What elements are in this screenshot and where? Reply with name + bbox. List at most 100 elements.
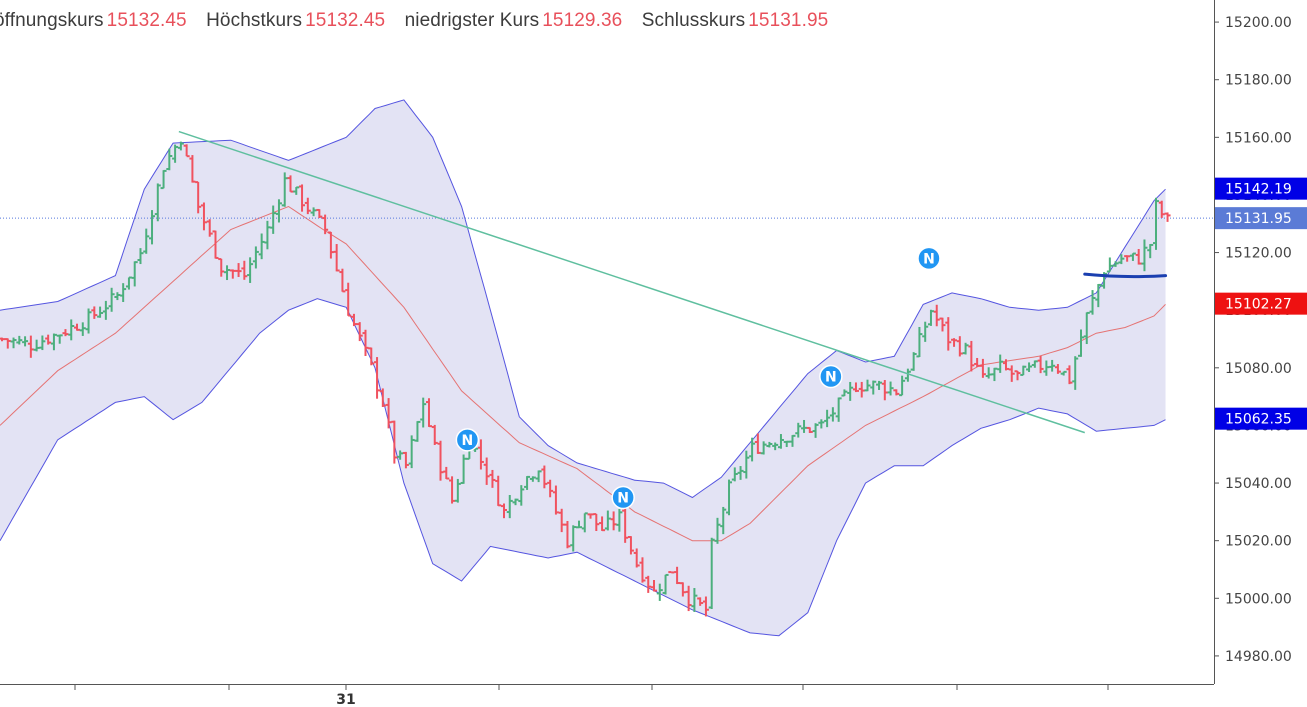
ohlc-bar xyxy=(968,340,975,372)
ohlc-bar xyxy=(310,207,317,217)
ohlc-bar xyxy=(27,335,34,358)
ohlc-bar xyxy=(39,335,46,351)
ohlc-bar xyxy=(720,506,727,535)
price-tag-lower: 15062.35 xyxy=(1215,407,1307,430)
ohlc-bar xyxy=(327,231,334,259)
ohlc-bar xyxy=(951,338,958,347)
ohlc-bar xyxy=(512,498,519,506)
price-tag-upper: 15142.19 xyxy=(1215,177,1307,200)
news-marker[interactable]: N xyxy=(455,428,480,452)
ohlc-bar xyxy=(200,202,207,231)
ohlc-bar xyxy=(524,475,531,490)
ohlc-bar xyxy=(1060,370,1067,376)
ohlc-bar xyxy=(835,397,842,422)
ohlc-bar xyxy=(847,381,854,401)
ohlc-bar xyxy=(339,268,346,293)
ohlc-bar xyxy=(477,439,484,470)
ohlc-bar xyxy=(252,246,259,269)
ohlc-bar xyxy=(633,548,640,568)
ohlc-bar xyxy=(824,409,831,428)
ohlc-bar xyxy=(4,338,11,349)
ohlc-bar xyxy=(172,144,179,163)
ohlc-bar xyxy=(858,381,865,398)
ohlc-bar xyxy=(974,357,981,367)
ohlc-bar xyxy=(397,450,404,460)
ohlc-bar xyxy=(402,451,409,469)
price-bars-layer xyxy=(0,141,1171,617)
y-tick-label: 15180.00 xyxy=(1225,73,1292,89)
ohlc-bar xyxy=(143,228,150,254)
news-marker[interactable]: N xyxy=(917,246,941,271)
upper-band-line xyxy=(0,99,1166,499)
ohlc-bar xyxy=(414,420,421,442)
ohlc-bar xyxy=(702,596,709,617)
band-area xyxy=(0,99,1166,636)
ohlc-bar xyxy=(68,319,75,341)
ohlc-bar xyxy=(1118,254,1125,265)
ohlc-bar xyxy=(910,352,917,371)
ohlc-bar xyxy=(708,537,715,609)
ohlc-bar xyxy=(558,508,565,533)
ohlc-bar xyxy=(0,337,5,342)
ohlc-bar xyxy=(125,276,132,290)
lower-band-line xyxy=(0,298,1166,637)
ohlc-bar xyxy=(495,475,502,507)
ohlc-bar xyxy=(881,380,888,401)
ohlc-bar xyxy=(385,398,392,429)
price-axis-bg xyxy=(1214,0,1307,707)
ohlc-bar xyxy=(506,494,513,519)
ohlc-bar xyxy=(316,208,323,219)
ohlc-bar xyxy=(852,382,859,393)
y-tick-label: 15040.00 xyxy=(1225,476,1292,492)
ohlc-bar xyxy=(777,434,784,449)
ohlc-bar xyxy=(224,265,231,281)
ohlc-bar xyxy=(599,516,606,532)
ohlc-bar xyxy=(518,485,525,506)
ohlc-bar xyxy=(489,469,496,488)
ohlc-bar xyxy=(870,380,877,395)
ohlc-bar xyxy=(991,367,998,382)
ohlc-bar xyxy=(731,467,738,482)
ohlc-bar xyxy=(552,485,559,515)
support-line[interactable] xyxy=(1083,272,1168,279)
ohlc-bar xyxy=(1008,365,1015,382)
ohlc-bar xyxy=(1043,360,1050,376)
x-tick-label: 31 xyxy=(336,692,355,707)
ohlc-bar xyxy=(1089,290,1096,315)
time-axis-bg xyxy=(0,684,1214,707)
ohlc-bar xyxy=(945,317,952,351)
ohlc-bar xyxy=(1026,362,1033,372)
trendline[interactable] xyxy=(178,130,1085,434)
ohlc-bar xyxy=(333,244,340,272)
y-tick-label: 15160.00 xyxy=(1225,130,1292,146)
y-tick-label: 15120.00 xyxy=(1225,246,1292,262)
news-marker[interactable]: N xyxy=(611,485,635,510)
ohlc-bar xyxy=(45,334,52,345)
ohlc-bar xyxy=(437,440,444,481)
ohlc-bar xyxy=(616,509,623,532)
price-tag-label: 15142.19 xyxy=(1225,182,1292,198)
news-marker[interactable]: N xyxy=(819,364,843,389)
ohlc-bar xyxy=(120,283,127,302)
ohlc-bar xyxy=(195,181,202,214)
drawings-layer: N N N N xyxy=(178,130,1168,510)
ohlc-bar xyxy=(391,420,398,464)
ohlc-bar xyxy=(1135,248,1142,265)
ohlc-bar xyxy=(299,184,306,212)
price-tag-label: 15062.35 xyxy=(1225,412,1292,428)
ohlc-bar xyxy=(1106,257,1113,273)
ohlc-bar xyxy=(22,336,29,347)
ohlc-bar xyxy=(772,442,779,451)
ohlc-bar xyxy=(50,333,57,351)
ohlc-bar xyxy=(368,347,375,366)
ohlc-bar xyxy=(789,434,796,447)
ohlc-bar xyxy=(33,339,40,352)
ohlc-bar xyxy=(887,381,894,396)
open-label: öffnungskurs xyxy=(0,10,104,31)
ohlc-bar xyxy=(979,358,986,378)
ohlc-bar xyxy=(766,441,773,448)
y-tick-label: 14980.00 xyxy=(1225,649,1292,665)
ohlc-bar xyxy=(1054,364,1061,374)
ohlc-bar xyxy=(97,306,104,318)
